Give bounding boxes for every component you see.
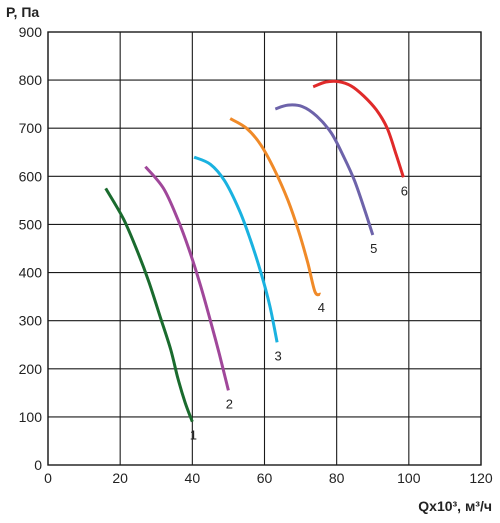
series-line-6 — [312, 79, 405, 178]
x-tick-label: 40 — [185, 470, 201, 486]
series-line-4 — [229, 117, 322, 297]
y-axis-title: P, Па — [6, 4, 39, 20]
x-tick-label: 100 — [397, 470, 421, 486]
series-label-2: 2 — [226, 396, 233, 411]
x-tick-label: 120 — [469, 470, 493, 486]
x-tick-label: 80 — [329, 470, 345, 486]
series-line-5 — [274, 103, 375, 236]
x-tick-label: 20 — [112, 470, 128, 486]
series-label-6: 6 — [401, 183, 408, 198]
x-tick-label: 60 — [257, 470, 273, 486]
series-line-2 — [144, 165, 230, 391]
y-tick-label: 200 — [19, 361, 43, 377]
y-tick-label: 900 — [19, 24, 43, 40]
y-tick-label: 0 — [34, 457, 42, 473]
series-label-3: 3 — [275, 348, 282, 363]
y-tick-label: 400 — [19, 265, 43, 281]
grid — [47, 31, 482, 466]
series-line-3 — [193, 155, 279, 343]
series-label-5: 5 — [370, 241, 377, 256]
series-line-1 — [104, 187, 194, 423]
x-tick-label: 0 — [44, 470, 52, 486]
x-axis-title: Qx10³, м³/ч — [418, 498, 492, 514]
plot-frame — [47, 31, 482, 466]
curve-labels: 1 2 3 4 5 6 — [190, 183, 408, 442]
y-tick-label: 500 — [19, 216, 43, 232]
axes: 0 20 40 60 80 100 120 0 100 200 300 400 500 600 700 800… — [19, 24, 493, 486]
y-tick-label: 700 — [19, 120, 43, 136]
curves — [104, 79, 405, 423]
y-tick-label: 100 — [19, 409, 43, 425]
y-tick-label: 800 — [19, 72, 43, 88]
y-tick-label: 600 — [19, 168, 43, 184]
y-tick-label: 300 — [19, 313, 43, 329]
series-label-1: 1 — [190, 428, 197, 443]
series-label-4: 4 — [318, 300, 325, 315]
